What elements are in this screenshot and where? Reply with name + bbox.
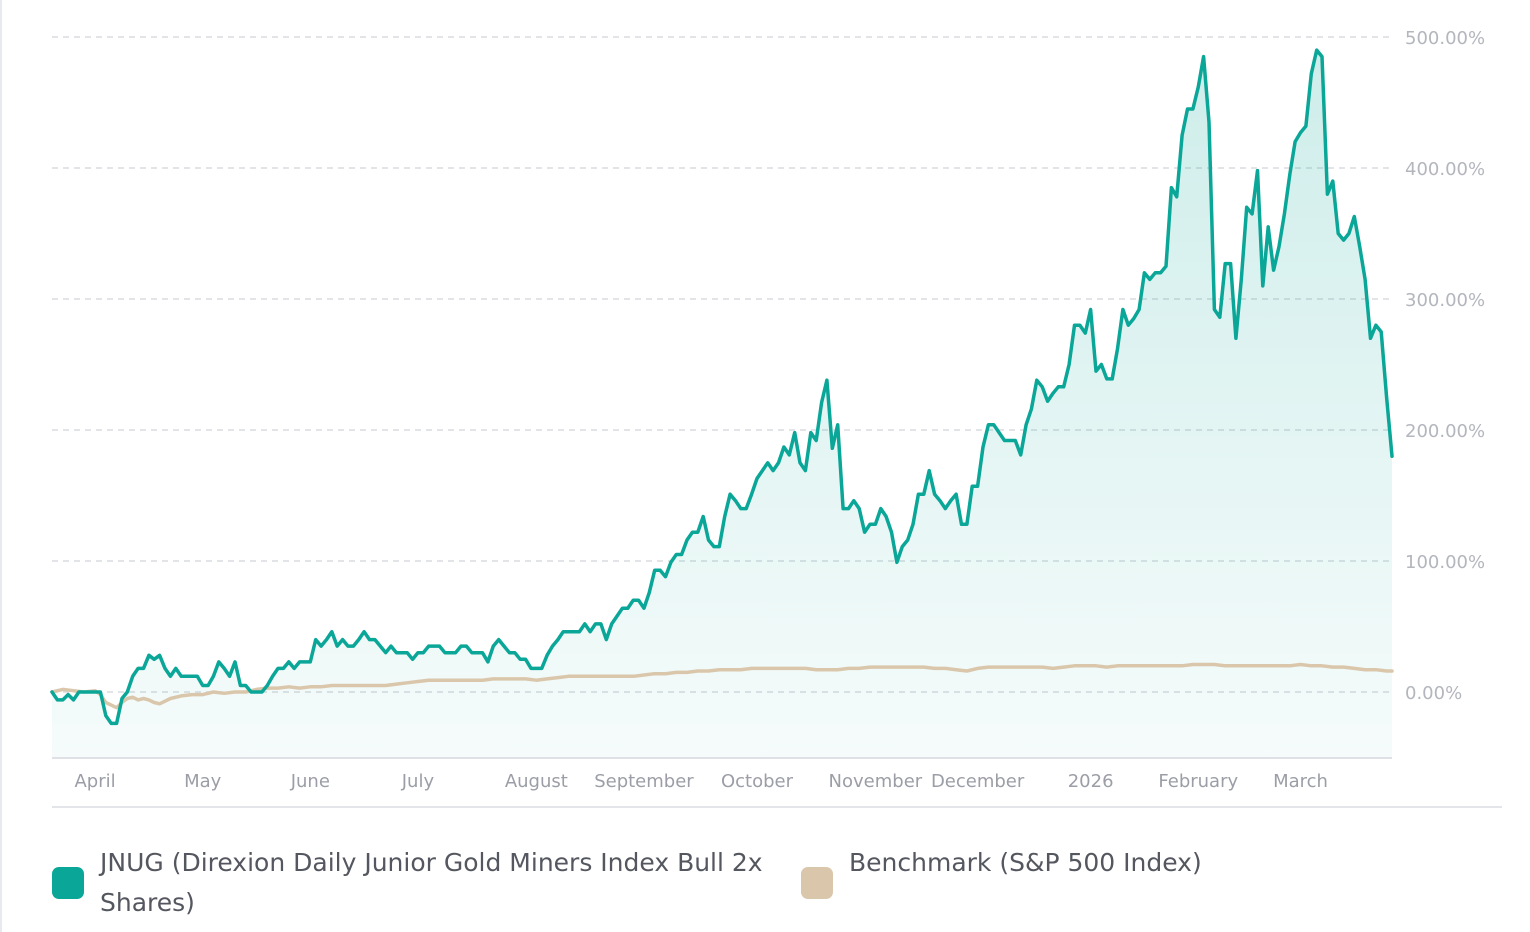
y-axis-tick-labels: 0.00% 100.00% 200.00% 300.00% 400.00% 500.00%	[1405, 28, 1485, 704]
y-tick-label: 200.00%	[1405, 421, 1485, 442]
legend-swatch-benchmark	[801, 867, 833, 899]
legend-swatch-jnug	[52, 867, 84, 899]
legend-item-jnug[interactable]: JNUG (Direxion Daily Junior Gold Miners …	[52, 843, 772, 923]
x-tick-label: 2026	[1068, 771, 1114, 792]
x-axis-tick-labels: April May June July August September October No…	[74, 771, 1327, 792]
y-tick-label: 100.00%	[1405, 552, 1485, 573]
series-lines	[50, 48, 1394, 726]
series-area	[52, 50, 1392, 759]
x-tick-label: June	[290, 771, 330, 792]
x-tick-label: September	[594, 771, 694, 792]
jnug-area-fill	[52, 50, 1392, 759]
x-tick-label: July	[401, 771, 435, 792]
legend-label-jnug: JNUG (Direxion Daily Junior Gold Miners …	[100, 848, 763, 917]
x-tick-label: December	[931, 771, 1025, 792]
y-tick-label: 500.00%	[1405, 28, 1485, 49]
x-tick-label: February	[1158, 771, 1238, 792]
y-tick-label: 400.00%	[1405, 159, 1485, 180]
x-tick-label: November	[829, 771, 923, 792]
x-tick-label: March	[1273, 771, 1328, 792]
legend-item-benchmark[interactable]: Benchmark (S&P 500 Index)	[801, 843, 1241, 899]
y-tick-label: 0.00%	[1405, 683, 1462, 704]
legend-label-benchmark: Benchmark (S&P 500 Index)	[849, 848, 1202, 877]
x-tick-label: April	[74, 771, 115, 792]
page-left-border	[0, 0, 2, 932]
x-tick-label: May	[184, 771, 222, 792]
x-tick-label: October	[721, 771, 794, 792]
jnug-series-line[interactable]	[50, 48, 1394, 726]
y-tick-label: 300.00%	[1405, 290, 1485, 311]
performance-chart: 0.00% 100.00% 200.00% 300.00% 400.00% 500.00%…	[50, 28, 1502, 808]
x-tick-label: August	[505, 771, 568, 792]
benchmark-series-line[interactable]	[50, 662, 1394, 710]
